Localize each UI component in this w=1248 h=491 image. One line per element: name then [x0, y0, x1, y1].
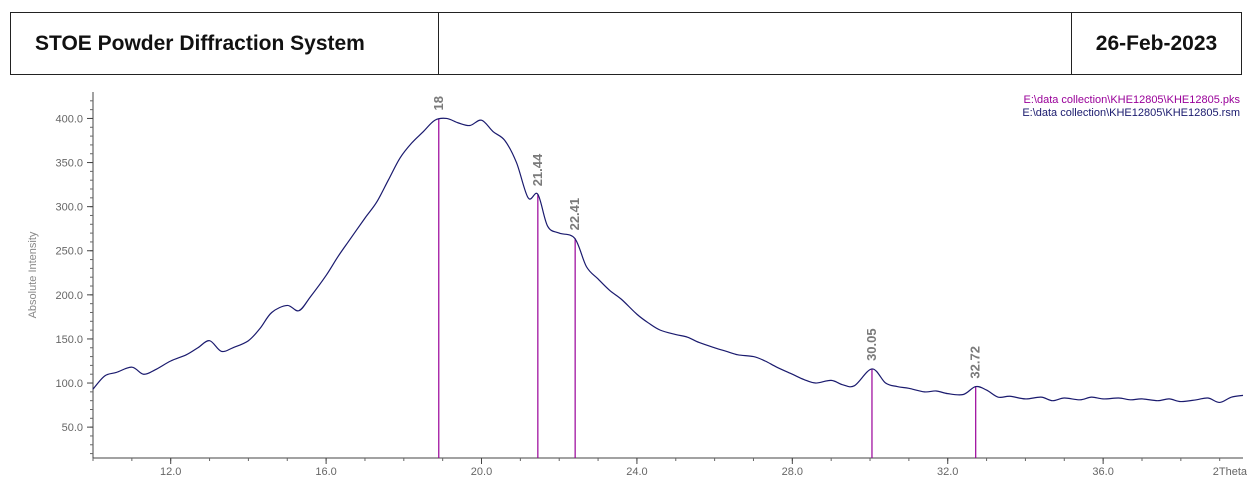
y-tick-label: 50.0	[62, 422, 83, 434]
peak-label: 22.41	[567, 198, 582, 231]
peak-label: 32.72	[968, 346, 983, 379]
peak-label: 21.44	[530, 153, 545, 186]
intensity-line	[92, 117, 1244, 404]
x-axis-label: 2Theta	[1213, 466, 1248, 478]
x-tick-label: 36.0	[1092, 466, 1113, 478]
y-tick-label: 100.0	[55, 378, 83, 390]
peak-label: 30.05	[864, 328, 879, 361]
x-tick-label: 12.0	[160, 466, 181, 478]
y-tick-label: 350.0	[55, 158, 83, 170]
peak-label: 18	[431, 96, 446, 110]
x-tick-label: 16.0	[315, 466, 336, 478]
y-tick-label: 150.0	[55, 334, 83, 346]
y-tick-label: 300.0	[55, 202, 83, 214]
y-tick-label: 400.0	[55, 113, 83, 125]
peak-labels: 18 21.44 22.41 30.05 32.72	[431, 96, 983, 379]
x-tick-label: 28.0	[782, 466, 803, 478]
report-header: STOE Powder Diffraction System 26-Feb-20…	[10, 12, 1242, 75]
x-tick-label: 32.0	[937, 466, 958, 478]
x-tick-label: 20.0	[471, 466, 492, 478]
legend-entry-rsm: E:\data collection\KHE12805\KHE12805.rsm	[1022, 107, 1240, 119]
diffraction-chart: 12.0 16.0 20.0 24.0 28.0 32.0 36.0 2Theta 50.0 10…	[27, 92, 1248, 478]
report-title: STOE Powder Diffraction System	[11, 13, 439, 74]
x-tick-label: 24.0	[626, 466, 647, 478]
y-tick-label: 200.0	[55, 290, 83, 302]
report-date: 26-Feb-2023	[1095, 31, 1218, 55]
legend-entry-pks: E:\data collection\KHE12805\KHE12805.pks	[1024, 94, 1241, 106]
y-tick-label: 250.0	[55, 246, 83, 258]
y-axis-label: Absolute Intensity	[27, 231, 39, 318]
axes-group: 12.0 16.0 20.0 24.0 28.0 32.0 36.0 2Theta 50.0 10…	[55, 92, 1248, 478]
header-blank-cell	[439, 13, 1072, 74]
peak-markers	[438, 118, 977, 458]
